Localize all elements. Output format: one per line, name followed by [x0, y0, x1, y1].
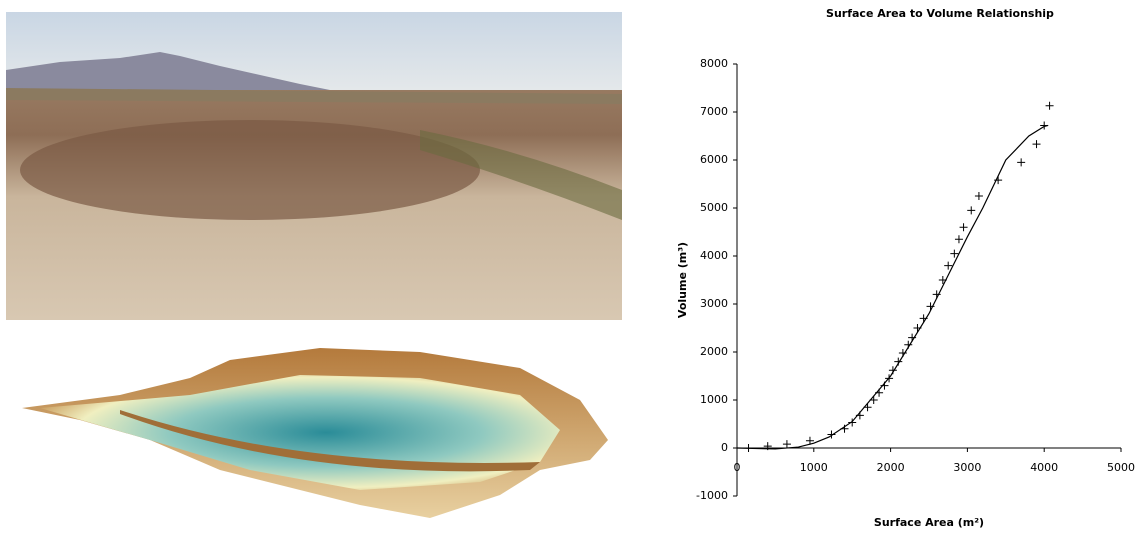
data-point — [954, 235, 963, 244]
y-tick-label: 8000 — [700, 57, 728, 70]
data-point — [1045, 101, 1054, 110]
data-point — [994, 176, 1003, 185]
y-tick-label: 4000 — [700, 249, 728, 262]
y-tick-label: 2000 — [700, 345, 728, 358]
x-tick-label: 5000 — [1107, 461, 1135, 474]
data-point — [827, 430, 836, 439]
y-tick-label: 7000 — [700, 105, 728, 118]
x-tick-label: 0 — [734, 461, 741, 474]
y-tick-label: 0 — [721, 441, 728, 454]
data-point — [967, 206, 976, 215]
y-tick-label: 6000 — [700, 153, 728, 166]
data-point — [959, 223, 968, 232]
x-axis-label: Surface Area (m²) — [874, 516, 984, 529]
y-tick-label: 3000 — [700, 297, 728, 310]
y-tick-label: 5000 — [700, 201, 728, 214]
data-point — [944, 261, 953, 270]
data-point — [848, 418, 857, 427]
fit-line — [736, 124, 1049, 450]
y-tick-label: -1000 — [696, 489, 728, 502]
data-point — [950, 249, 959, 258]
photo — [6, 12, 622, 320]
chart-title: Surface Area to Volume Relationship — [826, 7, 1054, 20]
data-point — [782, 440, 791, 449]
data-point — [1017, 158, 1026, 167]
x-tick-label: 1000 — [800, 461, 828, 474]
x-tick-label: 3000 — [953, 461, 981, 474]
x-tick-label: 2000 — [877, 461, 905, 474]
y-tick-label: 1000 — [700, 393, 728, 406]
data-point — [974, 192, 983, 200]
x-tick-label: 4000 — [1030, 461, 1058, 474]
terrain-render — [22, 348, 608, 518]
data-point — [805, 436, 814, 445]
data-point — [1032, 140, 1041, 149]
y-axis-label: Volume (m³) — [676, 242, 689, 318]
